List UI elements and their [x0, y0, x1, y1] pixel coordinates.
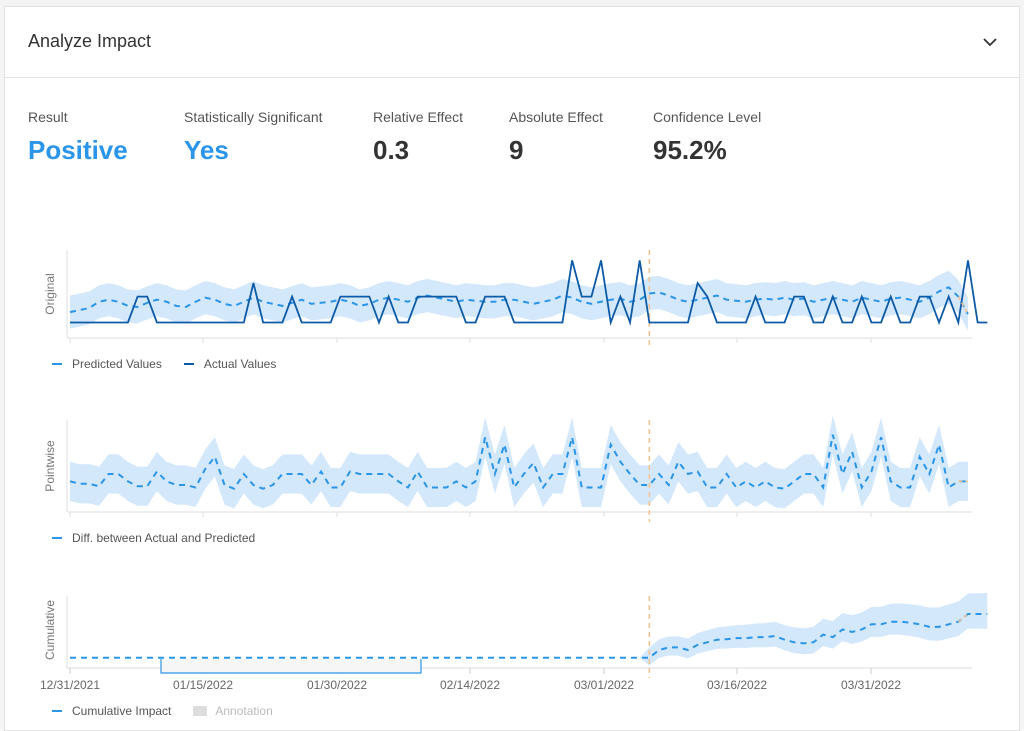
metric-result: Result Positive [28, 109, 128, 166]
annotation-bracket [160, 659, 422, 674]
x-tick-label: 03/01/2022 [574, 678, 634, 692]
legend-item-actual[interactable]: Actual Values [183, 357, 277, 371]
metric-confidence-level: Confidence Level 95.2% [653, 109, 761, 166]
metric-value: Positive [28, 135, 128, 165]
series-line-predicted-values [69, 286, 969, 315]
confidence-band [70, 270, 968, 331]
legend-original: Predicted Values Actual Values [52, 357, 290, 371]
series-line-actual-values [70, 260, 988, 327]
legend-label: Annotation [215, 704, 273, 718]
metric-absolute-effect: Absolute Effect 9 [509, 109, 603, 166]
metric-value: Yes [184, 135, 229, 165]
card-title: Analyze Impact [28, 31, 152, 51]
x-tick-label: 03/16/2022 [707, 678, 767, 692]
x-tick-label: 12/31/2021 [40, 678, 100, 692]
confidence-band [70, 415, 968, 509]
legend-cumulative: Cumulative Impact Annotation [52, 704, 287, 718]
metric-relative-effect: Relative Effect 0.3 [373, 109, 463, 166]
legend-item-annotation[interactable]: Annotation [193, 704, 273, 718]
x-tick-label: 02/14/2022 [440, 678, 500, 692]
series-line-diff-between-actual-and-predicted [69, 434, 968, 490]
x-tick-label: 01/15/2022 [173, 678, 233, 692]
legend-pointwise: Diff. between Actual and Predicted [52, 531, 269, 545]
y-axis-label: Pointwise [43, 440, 57, 492]
card-header: Analyze Impact [5, 7, 1019, 78]
metric-label: Confidence Level [653, 109, 762, 125]
metric-value: 9 [509, 135, 524, 165]
metric-value: 95.2% [653, 135, 727, 165]
x-tick-label: 01/30/2022 [307, 678, 367, 692]
metric-value: 0.3 [373, 135, 410, 165]
metric-label: Absolute Effect [509, 109, 603, 125]
y-axis-label: Cumulative [43, 600, 57, 660]
forecast-tail [957, 296, 969, 315]
x-tick-label: 03/31/2022 [841, 678, 901, 692]
analyze-impact-card: Analyze Impact Result Positive Statistic… [4, 6, 1020, 731]
confidence-band [70, 592, 988, 666]
legend-label: Actual Values [203, 357, 277, 371]
metric-label: Result [28, 109, 68, 125]
y-axis-label: Original [43, 273, 57, 314]
legend-item-predicted[interactable]: Predicted Values [52, 357, 162, 371]
metric-label: Statistically Significant [184, 109, 323, 125]
legend-label: Diff. between Actual and Predicted [72, 531, 256, 545]
chevron-down-icon[interactable] [981, 33, 999, 51]
legend-item-cumulative[interactable]: Cumulative Impact [52, 704, 171, 718]
legend-label: Predicted Values [72, 357, 162, 371]
metric-significance: Statistically Significant Yes [184, 109, 323, 166]
annotation-range [161, 659, 421, 673]
forecast-tail [957, 613, 969, 623]
series-line-cumulative-impact [70, 613, 988, 659]
legend-label: Cumulative Impact [72, 704, 172, 718]
legend-item-diff[interactable]: Diff. between Actual and Predicted [52, 531, 255, 545]
metric-label: Relative Effect [373, 109, 464, 125]
